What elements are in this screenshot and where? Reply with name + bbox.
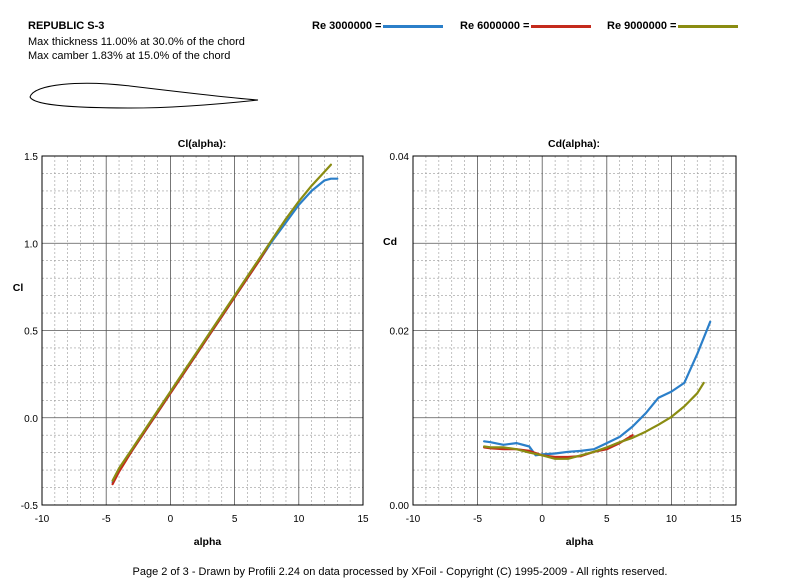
chart-title: Cd(alpha):: [548, 138, 600, 150]
x-tick-label: 15: [357, 514, 369, 525]
footer-copyright: Page 2 of 3 - Drawn by Profili 2.24 on d…: [132, 566, 668, 578]
y-tick-label: 0.04: [390, 152, 410, 163]
y-tick-label: 0.02: [390, 327, 410, 338]
x-tick-label: 10: [666, 514, 678, 525]
legend-item-re3000000: Re 3000000 =: [312, 20, 444, 32]
series-line-re-9000000: [483, 381, 705, 460]
x-tick-label: -5: [102, 514, 111, 525]
legend-item-re9000000: Re 9000000 =: [607, 20, 739, 32]
y-axis-label: Cd: [383, 236, 397, 248]
x-tick-label: -10: [406, 514, 421, 525]
cl-alpha-chart: -10 -5 0 5 10 15 -0.5 0.0 0.5 1.0 1.5 Cl(alpha): alp…: [13, 138, 369, 548]
y-tick-label: 0.5: [24, 327, 38, 338]
legend-label: Re 3000000 =: [312, 20, 382, 32]
legend-swatch: [678, 24, 739, 28]
x-tick-label: 0: [539, 514, 545, 525]
thickness-info: Max thickness 11.00% at 30.0% of the cho…: [28, 36, 245, 48]
camber-info: Max camber 1.83% at 15.0% of the chord: [28, 50, 231, 62]
legend-label: Re 9000000 =: [607, 20, 677, 32]
x-axis-label: alpha: [194, 536, 222, 548]
series-line-re-3000000: [483, 320, 712, 457]
x-tick-label: -5: [473, 514, 482, 525]
x-tick-label: 15: [730, 514, 742, 525]
y-tick-label: 1.0: [24, 239, 38, 250]
x-tick-label: -10: [35, 514, 50, 525]
airfoil-name: REPUBLIC S-3: [28, 20, 105, 32]
legend-item-re6000000: Re 6000000 =: [460, 20, 592, 32]
legend-label: Re 6000000 =: [460, 20, 530, 32]
x-tick-label: 5: [604, 514, 610, 525]
y-tick-label: -0.5: [21, 501, 39, 512]
plot-frame: [412, 155, 737, 506]
x-tick-label: 10: [293, 514, 305, 525]
legend-swatch: [531, 24, 592, 28]
y-tick-label: 1.5: [24, 152, 38, 163]
plot-frame: [41, 155, 364, 506]
legend-swatch: [383, 24, 444, 28]
series-line-re-6000000: [483, 434, 634, 459]
y-axis-label: Cl: [13, 282, 24, 294]
x-axis-label: alpha: [566, 536, 594, 548]
y-tick-label: 0.00: [390, 501, 410, 512]
series-line-re-9000000: [111, 163, 332, 482]
x-tick-label: 5: [232, 514, 238, 525]
y-tick-label: 0.0: [24, 414, 38, 425]
airfoil-profile-icon: [29, 82, 259, 109]
cd-alpha-chart: -10 -5 0 5 10 15 0.00 0.02 0.04 Cd(alpha): alpha Cd: [383, 138, 742, 548]
x-tick-label: 0: [168, 514, 174, 525]
chart-title: Cl(alpha):: [178, 138, 226, 150]
